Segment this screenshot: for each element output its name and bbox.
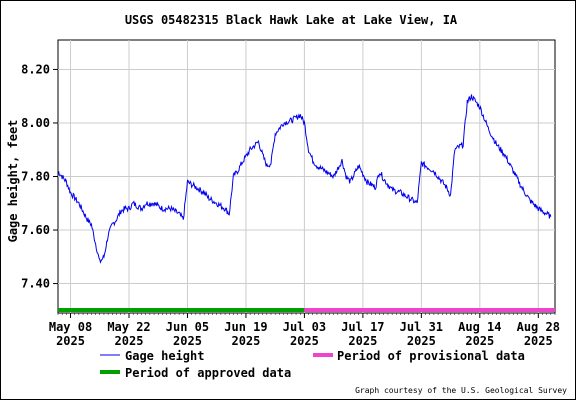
x-tick-label: Jul 17 — [341, 320, 384, 334]
x-tick-year: 2025 — [348, 334, 377, 348]
y-tick-label: 8.20 — [21, 62, 50, 76]
x-tick-label: Aug 14 — [458, 320, 501, 334]
x-tick-label: Jul 31 — [400, 320, 443, 334]
x-tick-year: 2025 — [290, 334, 319, 348]
x-tick-label: Jun 19 — [224, 320, 267, 334]
chart-title: USGS 05482315 Black Hawk Lake at Lake Vi… — [125, 13, 458, 27]
y-tick-label: 7.60 — [21, 223, 50, 237]
graph-credit: Graph courtesy of the U.S. Geological Su… — [355, 386, 567, 395]
x-tick-label: Aug 28 — [517, 320, 560, 334]
x-tick-year: 2025 — [407, 334, 436, 348]
y-axis-label: Gage height, feet — [6, 120, 20, 243]
legend-label-approved: Period of approved data — [125, 366, 291, 380]
legend-label-gage-height: Gage height — [125, 349, 204, 363]
grid-lines — [58, 40, 555, 313]
x-tick-year: 2025 — [231, 334, 260, 348]
x-tick-label: May 08 — [49, 320, 92, 334]
series-layer — [57, 94, 552, 264]
series-line-gage-height — [57, 94, 552, 264]
x-tick-year: 2025 — [524, 334, 553, 348]
x-tick-year: 2025 — [465, 334, 494, 348]
x-tick-year: 2025 — [56, 334, 85, 348]
y-axis: 7.40 7.60 7.80 8.00 8.20 — [21, 62, 58, 291]
x-tick-label: Jul 03 — [283, 320, 326, 334]
y-tick-label: 8.00 — [21, 116, 50, 130]
y-tick-label: 7.80 — [21, 170, 50, 184]
legend-label-provisional: Period of provisional data — [337, 349, 525, 363]
x-tick-year: 2025 — [173, 334, 202, 348]
x-tick-year: 2025 — [115, 334, 144, 348]
y-tick-label: 7.40 — [21, 277, 50, 291]
legend: Gage height Period of provisional data P… — [100, 349, 525, 380]
x-tick-label: May 22 — [107, 320, 150, 334]
x-tick-label: Jun 05 — [166, 320, 209, 334]
